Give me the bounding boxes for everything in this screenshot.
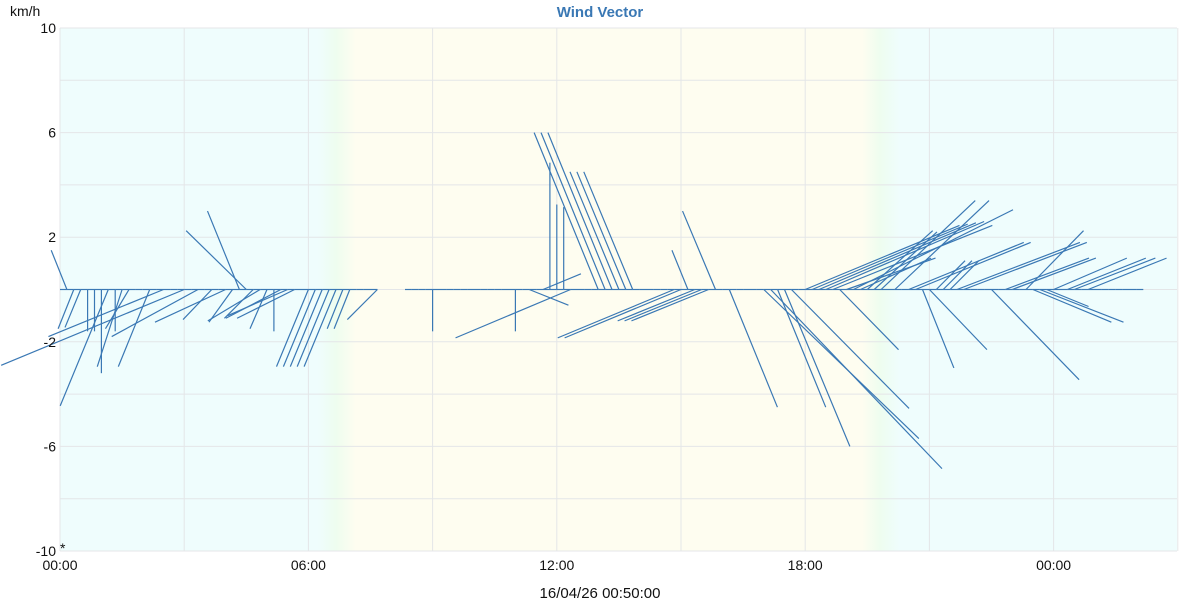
chart-title: Wind Vector <box>557 4 644 21</box>
wind-vector <box>942 260 973 290</box>
wind-vector <box>208 289 233 323</box>
wind-vector <box>182 289 213 320</box>
wind-vector <box>154 288 226 323</box>
wind-vector <box>790 289 910 409</box>
wind-vector <box>956 241 1081 291</box>
wind-vector <box>224 289 254 319</box>
wind-vector <box>206 210 240 290</box>
wind-vector <box>624 288 702 322</box>
wind-vector <box>117 289 151 367</box>
wind-vector <box>96 289 123 367</box>
wind-vector <box>818 222 977 291</box>
wind-vector <box>104 289 130 330</box>
y-tick-label: -10 <box>36 543 56 559</box>
x-tick-label: 00:00 <box>42 557 77 573</box>
wind-vector <box>455 288 571 339</box>
wind-vector <box>569 171 620 290</box>
wind-vector <box>811 223 968 291</box>
wind-vector <box>1067 257 1147 291</box>
vector-series <box>0 132 1167 470</box>
wind-vector <box>64 289 82 328</box>
wind-vector <box>860 257 932 291</box>
wind-vector <box>777 289 827 408</box>
wind-vector <box>236 288 295 319</box>
wind-vector <box>282 289 316 367</box>
y-axis-label: km/h <box>10 3 40 19</box>
wind-vector <box>111 288 199 338</box>
wind-vector <box>57 289 75 329</box>
wind-vector <box>935 260 966 290</box>
wind-vector <box>1011 257 1097 291</box>
x-tick-label: 12:00 <box>539 557 574 573</box>
wind-vector <box>1087 257 1167 291</box>
wind-vector <box>185 230 247 290</box>
y-tick-label: -2 <box>44 334 57 350</box>
wind-vector <box>832 224 993 291</box>
y-tick-label: 10 <box>40 20 56 36</box>
wind-vector <box>804 224 960 291</box>
timestamp-label: 16/04/26 00:50:00 <box>540 585 661 600</box>
wind-vector <box>540 132 606 290</box>
wind-vector <box>346 289 378 320</box>
wind-vector <box>533 132 599 290</box>
wind-vector <box>59 289 109 407</box>
wind-vector <box>894 200 990 290</box>
wind-vector <box>1005 257 1090 291</box>
wind-vector <box>333 289 351 329</box>
y-tick-label: -6 <box>44 438 57 454</box>
y-tick-label: 6 <box>48 125 56 141</box>
wind-vector <box>289 289 323 367</box>
wind-vector <box>1074 257 1156 291</box>
wind-vector <box>227 288 288 317</box>
wind-vector <box>576 171 627 290</box>
wind-vector <box>557 288 675 339</box>
wind-vector <box>671 250 689 290</box>
y-tick-label: 2 <box>48 229 56 245</box>
wind-vector <box>1032 288 1112 323</box>
wind-vector <box>50 250 68 290</box>
wind-vector <box>326 289 344 329</box>
wind-vector <box>631 288 709 322</box>
wind-vector <box>728 289 778 408</box>
wind-vector <box>207 288 261 322</box>
wind-vector <box>547 132 613 290</box>
wind-vector <box>1053 257 1128 291</box>
x-tick-label: 18:00 <box>788 557 823 573</box>
wind-vector <box>770 289 943 470</box>
wind-vector <box>866 230 934 290</box>
wind-vector <box>1025 230 1084 290</box>
wind-vector <box>681 210 717 290</box>
wind-vector <box>949 260 980 290</box>
y-axis-ticks: 10 6 2 -2 -6 -10 <box>36 20 56 559</box>
wind-vector <box>880 200 976 290</box>
wind-vector <box>249 289 268 329</box>
wind-vector <box>303 289 337 367</box>
wind-vector <box>783 289 851 447</box>
wind-vector <box>48 288 164 338</box>
wind-vector <box>928 289 988 351</box>
wind-vector <box>1039 288 1124 323</box>
wind-vector <box>921 289 955 369</box>
wind-vector <box>853 209 1014 291</box>
wind-vector <box>528 288 569 306</box>
wind-vector <box>564 288 682 339</box>
wind-vector <box>873 231 938 290</box>
x-tick-label: 00:00 <box>1036 557 1071 573</box>
wind-vector <box>0 288 185 366</box>
wind-vector <box>991 289 1080 381</box>
wind-vector <box>296 289 330 367</box>
wind-vector <box>839 289 899 351</box>
x-tick-label: 06:00 <box>291 557 326 573</box>
wind-vector <box>963 241 1088 291</box>
x-axis-ticks: 00:00 06:00 12:00 18:00 00:00 <box>42 557 1071 573</box>
wind-vector <box>583 171 634 290</box>
wind-vector <box>617 288 696 322</box>
marker-label: * <box>60 540 66 556</box>
wind-vector <box>1046 288 1089 308</box>
wind-vector <box>275 289 309 367</box>
